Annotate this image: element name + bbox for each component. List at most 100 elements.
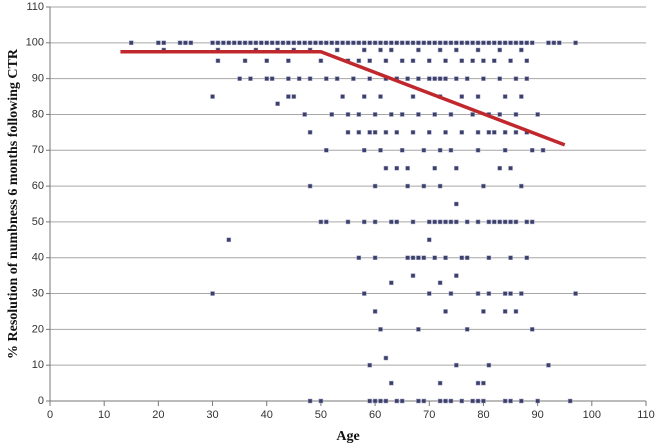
point	[372, 309, 378, 314]
point	[318, 58, 324, 63]
point	[492, 40, 497, 46]
point	[275, 40, 280, 46]
point	[269, 40, 275, 46]
point	[475, 40, 481, 46]
point	[286, 76, 291, 81]
point	[389, 112, 394, 117]
point	[502, 148, 508, 153]
point	[264, 58, 269, 63]
point	[378, 47, 383, 53]
y-tick-label: 60	[32, 180, 44, 192]
point	[161, 40, 167, 46]
point	[421, 183, 427, 189]
point	[481, 398, 486, 404]
point	[253, 40, 259, 46]
point	[389, 219, 394, 225]
point	[459, 40, 465, 46]
point	[242, 40, 248, 46]
point	[475, 130, 481, 135]
y-tick-label: 110	[26, 1, 44, 13]
point	[410, 219, 416, 225]
point	[177, 40, 183, 46]
point	[410, 130, 416, 135]
point	[307, 40, 313, 46]
x-tick-label: 60	[369, 409, 381, 421]
point	[362, 148, 367, 153]
point	[481, 40, 486, 46]
point	[286, 40, 291, 46]
point	[226, 40, 232, 46]
point	[486, 219, 492, 225]
point	[356, 112, 362, 117]
point	[427, 76, 432, 81]
x-tick-label: 70	[423, 409, 435, 421]
point	[567, 398, 573, 404]
point	[367, 58, 372, 63]
point	[389, 47, 394, 53]
point	[362, 94, 367, 99]
point	[437, 47, 443, 53]
point	[389, 40, 394, 46]
point	[464, 255, 470, 260]
point	[259, 40, 264, 46]
point	[524, 255, 530, 260]
point	[372, 255, 378, 260]
x-tick-label: 110	[637, 409, 655, 421]
point	[269, 76, 275, 81]
point	[508, 398, 513, 404]
y-tick-label: 40	[32, 252, 44, 264]
y-tick-label: 50	[32, 216, 44, 228]
point	[367, 40, 372, 46]
point	[383, 398, 389, 404]
point	[410, 94, 416, 99]
point	[486, 255, 492, 260]
point	[573, 40, 578, 46]
point	[356, 40, 362, 46]
point	[324, 148, 329, 153]
point	[421, 40, 427, 46]
point	[383, 58, 389, 63]
point	[372, 40, 378, 46]
point	[378, 398, 383, 404]
point	[188, 40, 194, 46]
x-tick-label: 20	[152, 409, 164, 421]
point	[432, 112, 437, 117]
point	[367, 362, 372, 368]
point	[345, 112, 351, 117]
point	[513, 130, 519, 135]
point	[389, 380, 394, 386]
point	[394, 219, 400, 225]
point	[443, 309, 448, 314]
point	[296, 40, 302, 46]
point	[464, 219, 470, 225]
point	[237, 76, 242, 81]
point	[405, 40, 410, 46]
point	[502, 291, 508, 296]
point	[383, 165, 389, 171]
point	[524, 76, 530, 81]
point	[454, 273, 459, 278]
point	[421, 398, 427, 404]
point	[443, 40, 448, 46]
point	[383, 355, 389, 361]
point	[405, 183, 410, 189]
point	[475, 398, 481, 404]
point	[459, 94, 465, 99]
point	[372, 130, 378, 135]
point	[551, 40, 557, 46]
point	[351, 76, 356, 81]
point	[324, 219, 329, 225]
x-axis-label: Age	[336, 429, 359, 444]
point	[513, 40, 519, 46]
point	[497, 40, 502, 46]
point	[519, 40, 524, 46]
point	[389, 280, 394, 286]
point	[448, 112, 454, 117]
point	[459, 255, 465, 260]
point	[226, 237, 232, 243]
point	[307, 183, 313, 189]
point	[475, 219, 481, 225]
point	[557, 40, 562, 46]
point	[481, 58, 486, 63]
point	[502, 398, 508, 404]
